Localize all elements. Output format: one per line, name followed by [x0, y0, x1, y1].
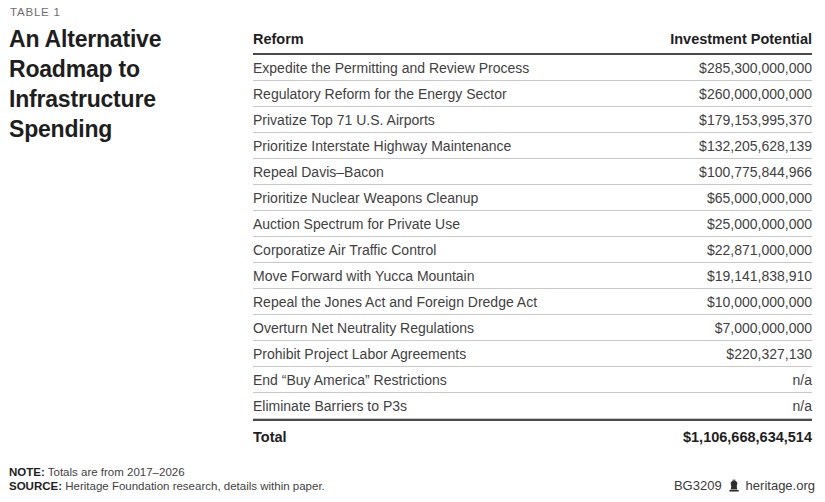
reform-cell: Eliminate Barriers to P3s: [253, 393, 626, 419]
amount-cell: $132,205,628,139: [626, 133, 812, 159]
document-page: TABLE 1 An Alternative Roadmap to Infras…: [0, 0, 825, 502]
amount-cell: $10,000,000,000: [626, 289, 812, 315]
table-row: Prohibit Project Labor Agreements$220,32…: [253, 341, 812, 367]
reform-cell: End “Buy America” Restrictions: [253, 367, 626, 393]
table-body: Expedite the Permitting and Review Proce…: [253, 55, 812, 419]
table-row: Corporatize Air Traffic Control$22,871,0…: [253, 237, 812, 263]
table-row: Eliminate Barriers to P3sn/a: [253, 393, 812, 419]
document-id: BG3209: [674, 478, 722, 493]
reform-cell: Move Forward with Yucca Mountain: [253, 263, 626, 289]
reform-cell: Prohibit Project Labor Agreements: [253, 341, 626, 367]
total-label: Total: [253, 419, 626, 451]
column-header-investment-potential: Investment Potential: [626, 28, 812, 55]
amount-cell: $22,871,000,000: [626, 237, 812, 263]
reform-table: Reform Investment Potential Expedite the…: [253, 28, 812, 451]
amount-cell: $179,153,995,370: [626, 107, 812, 133]
header-row: Reform Investment Potential: [253, 28, 812, 55]
page-title: An Alternative Roadmap to Infrastructure…: [9, 24, 241, 144]
amount-cell: $285,300,000,000: [626, 55, 812, 81]
reform-cell: Overturn Net Neutrality Regulations: [253, 315, 626, 341]
amount-cell: $25,000,000,000: [626, 211, 812, 237]
amount-cell: $220,327,130: [626, 341, 812, 367]
reform-cell: Corporatize Air Traffic Control: [253, 237, 626, 263]
table-footer: Total $1,106,668,634,514: [253, 419, 812, 451]
table-row: Repeal Davis–Bacon$100,775,844,966: [253, 159, 812, 185]
reform-cell: Prioritize Interstate Highway Maintenanc…: [253, 133, 626, 159]
amount-cell: $19,141,838,910: [626, 263, 812, 289]
amount-cell: $65,000,000,000: [626, 185, 812, 211]
note-label: NOTE:: [9, 466, 45, 478]
source-text: Heritage Foundation research, details wi…: [65, 480, 325, 492]
document-id-mark: BG3209 heritage.org: [674, 478, 815, 493]
table-row: Auction Spectrum for Private Use$25,000,…: [253, 211, 812, 237]
total-row: Total $1,106,668,634,514: [253, 419, 812, 451]
note-line: NOTE: Totals are from 2017–2026: [9, 465, 325, 479]
amount-cell: n/a: [626, 367, 812, 393]
table-row: Regulatory Reform for the Energy Sector$…: [253, 81, 812, 107]
table-row: End “Buy America” Restrictionsn/a: [253, 367, 812, 393]
reform-cell: Repeal Davis–Bacon: [253, 159, 626, 185]
reform-cell: Regulatory Reform for the Energy Sector: [253, 81, 626, 107]
website-url: heritage.org: [746, 478, 815, 493]
table-row: Expedite the Permitting and Review Proce…: [253, 55, 812, 81]
liberty-bell-icon: [727, 479, 741, 493]
column-header-reform: Reform: [253, 28, 626, 55]
amount-cell: n/a: [626, 393, 812, 419]
amount-cell: $7,000,000,000: [626, 315, 812, 341]
reform-cell: Auction Spectrum for Private Use: [253, 211, 626, 237]
footnotes: NOTE: Totals are from 2017–2026 SOURCE: …: [9, 465, 325, 493]
note-text: Totals are from 2017–2026: [48, 466, 185, 478]
table-row: Prioritize Interstate Highway Maintenanc…: [253, 133, 812, 159]
source-line: SOURCE: Heritage Foundation research, de…: [9, 479, 325, 493]
table-number-label: TABLE 1: [10, 6, 61, 18]
table-row: Prioritize Nuclear Weapons Cleanup$65,00…: [253, 185, 812, 211]
table-header: Reform Investment Potential: [253, 28, 812, 55]
amount-cell: $260,000,000,000: [626, 81, 812, 107]
reform-cell: Privatize Top 71 U.S. Airports: [253, 107, 626, 133]
reform-cell: Prioritize Nuclear Weapons Cleanup: [253, 185, 626, 211]
table-row: Repeal the Jones Act and Foreign Dredge …: [253, 289, 812, 315]
total-amount: $1,106,668,634,514: [626, 419, 812, 451]
reform-cell: Expedite the Permitting and Review Proce…: [253, 55, 626, 81]
table-row: Move Forward with Yucca Mountain$19,141,…: [253, 263, 812, 289]
amount-cell: $100,775,844,966: [626, 159, 812, 185]
table-row: Privatize Top 71 U.S. Airports$179,153,9…: [253, 107, 812, 133]
source-label: SOURCE:: [9, 480, 62, 492]
reform-cell: Repeal the Jones Act and Foreign Dredge …: [253, 289, 626, 315]
table-row: Overturn Net Neutrality Regulations$7,00…: [253, 315, 812, 341]
